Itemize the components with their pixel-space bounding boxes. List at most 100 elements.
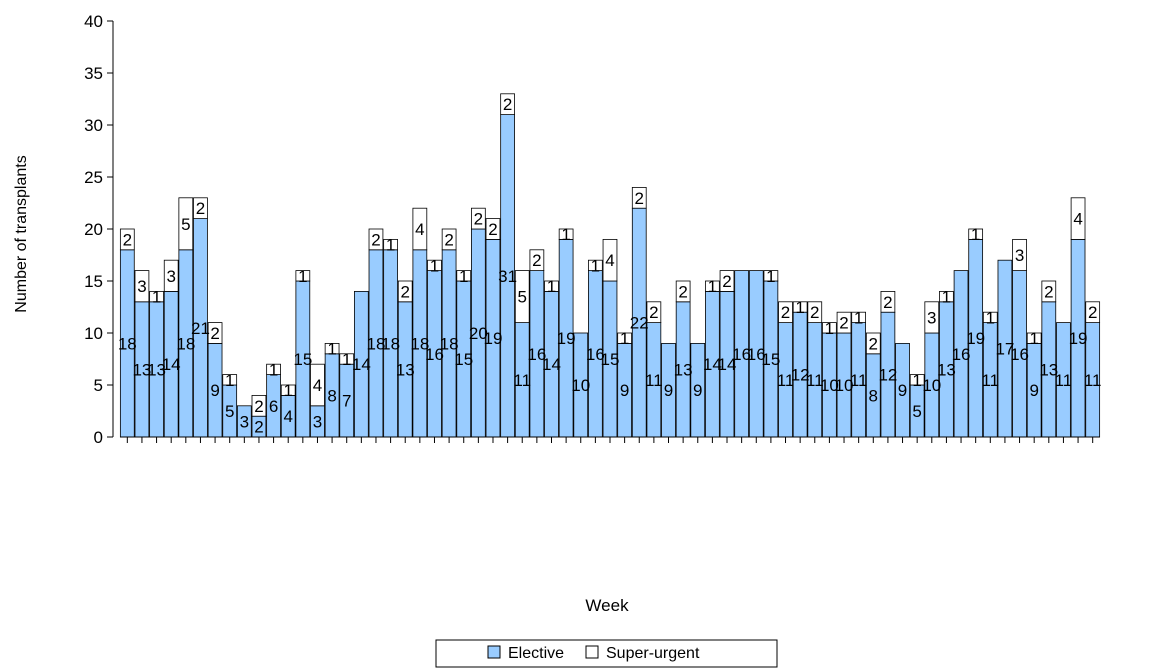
bar-super-urgent [719, 270, 735, 292]
bar-super-urgent [266, 363, 281, 376]
bar-label-elective: 18 [118, 334, 137, 353]
bar-label-elective: 3 [240, 412, 249, 431]
bar-label-elective: 16 [952, 345, 971, 364]
bar-label-elective: 11 [513, 371, 531, 390]
legend-swatch-super-urgent [585, 645, 599, 659]
bar-label-super-urgent: 1 [327, 340, 336, 359]
bar-label-super-urgent: 1 [430, 256, 439, 275]
bar-label-elective: 16 [747, 345, 766, 364]
bar-label-elective: 11 [777, 371, 795, 390]
bar-super-urgent [456, 270, 472, 282]
y-tick-label: 30 [84, 116, 103, 135]
bar-super-urgent [939, 290, 954, 303]
bar-super-urgent [880, 290, 896, 313]
bar-label-super-urgent: 1 [708, 277, 717, 296]
bar-label-super-urgent: 2 [635, 189, 644, 208]
bar-super-urgent [310, 363, 325, 407]
bar-label-super-urgent: 2 [649, 303, 658, 322]
bar-label-elective: 19 [1069, 329, 1088, 348]
bar-super-urgent [207, 322, 223, 344]
bar-super-urgent [441, 228, 457, 251]
bar-label-elective: 9 [664, 381, 673, 400]
bar-label-elective: 15 [293, 350, 312, 369]
bar-super-urgent [1070, 197, 1086, 240]
bar-super-urgent [631, 186, 647, 209]
bar-label-elective: 20 [469, 324, 488, 343]
bar-label-elective: 3 [313, 412, 322, 431]
bar-label-super-urgent: 4 [313, 376, 322, 395]
bar-label-elective: 15 [454, 350, 473, 369]
bar-super-urgent [178, 197, 194, 251]
bar-label-super-urgent: 2 [503, 95, 512, 114]
bar-label-super-urgent: 2 [722, 272, 731, 291]
bar-label-super-urgent: 2 [474, 210, 483, 229]
y-tick-label: 10 [84, 324, 103, 343]
y-axis-title: Number of transplants [13, 155, 30, 312]
bar-label-elective: 8 [869, 386, 878, 405]
bar-label-super-urgent: 3 [166, 267, 175, 286]
bar-label-elective: 12 [878, 366, 897, 385]
bar-label-super-urgent: 2 [123, 230, 132, 249]
y-tick-label: 35 [84, 64, 103, 83]
bar-super-urgent [807, 301, 823, 323]
legend-swatch-elective [487, 645, 501, 659]
bar-label-elective: 14 [542, 355, 561, 374]
bar-super-urgent [368, 228, 384, 251]
bar-label-super-urgent: 1 [1029, 329, 1038, 348]
bar-super-urgent [675, 280, 691, 303]
bar-label-elective: 19 [966, 329, 985, 348]
bar-super-urgent [251, 394, 267, 417]
bar-super-urgent [134, 270, 150, 303]
bar-super-urgent [529, 249, 545, 272]
bar-label-super-urgent: 1 [342, 350, 351, 369]
bar-label-super-urgent: 2 [196, 199, 205, 218]
y-tick-label: 5 [94, 376, 103, 395]
bar-label-super-urgent: 2 [371, 230, 380, 249]
bar-super-urgent [1026, 332, 1042, 344]
bar-label-elective: 11 [1084, 371, 1102, 390]
bar-super-urgent [397, 280, 413, 303]
bar-label-elective: 11 [1055, 371, 1073, 390]
legend: Elective Super-urgent [435, 639, 778, 668]
bar-super-urgent [588, 259, 603, 272]
bar-super-urgent [1041, 280, 1057, 303]
bar-label-super-urgent: 1 [825, 319, 834, 338]
bar-super-urgent [193, 197, 208, 220]
bar-series [119, 93, 1101, 438]
bar-label-elective: 10 [571, 376, 590, 395]
bar-label-elective: 21 [191, 319, 210, 338]
bar-label-super-urgent: 2 [810, 303, 819, 322]
bar-label-super-urgent: 2 [883, 293, 892, 312]
bar-label-elective: 13 [674, 360, 693, 379]
bar-label-super-urgent: 2 [678, 282, 687, 301]
bar-label-super-urgent: 1 [912, 371, 921, 390]
bar-label-elective: 16 [1010, 345, 1029, 364]
bar-label-super-urgent: 2 [444, 230, 453, 249]
bar-label-elective: 10 [820, 376, 839, 395]
bar-label-elective: 16 [586, 345, 605, 364]
bar-super-urgent [280, 384, 296, 396]
bar-super-urgent [836, 311, 852, 334]
bar-super-urgent [646, 301, 662, 323]
y-tick-label: 20 [84, 220, 103, 239]
bar-super-urgent [427, 259, 442, 272]
bar-label-elective: 9 [898, 381, 907, 400]
bar-label-super-urgent: 1 [547, 277, 556, 296]
bar-label-elective: 18 [176, 334, 195, 353]
bar-label-super-urgent: 1 [561, 225, 570, 244]
bar-label-super-urgent: 1 [283, 381, 292, 400]
bar-label-super-urgent: 1 [971, 225, 980, 244]
bar-label-super-urgent: 2 [532, 251, 541, 270]
bar-label-super-urgent: 3 [1015, 246, 1024, 265]
bar-super-urgent [822, 322, 837, 334]
bar-super-urgent [865, 332, 881, 355]
bar-label-super-urgent: 1 [986, 308, 995, 327]
bar-label-super-urgent: 1 [269, 360, 278, 379]
bar-super-urgent [383, 238, 398, 251]
bar-super-urgent [617, 332, 632, 344]
bar-label-elective: 13 [147, 360, 166, 379]
bar-label-super-urgent: 1 [766, 267, 775, 286]
bar-super-urgent [558, 228, 574, 240]
bar-label-elective: 7 [342, 392, 351, 411]
y-tick-label: 0 [94, 428, 103, 447]
